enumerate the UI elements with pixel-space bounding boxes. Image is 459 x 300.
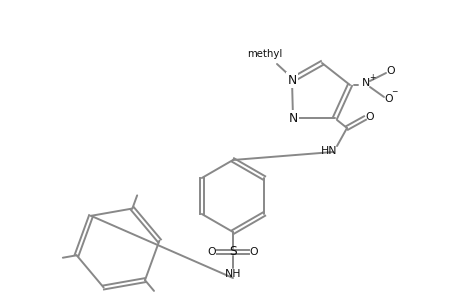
Text: S: S [229,245,236,259]
Text: O: O [207,247,216,257]
Text: NH: NH [224,269,241,279]
Text: N: N [287,74,296,86]
Text: N: N [361,78,369,88]
Text: methyl: methyl [247,49,282,59]
Text: O: O [365,112,374,122]
Text: O: O [384,94,392,104]
Text: HN: HN [320,146,336,156]
Text: +: + [368,73,375,82]
Text: −: − [390,88,396,97]
Text: N: N [288,112,297,124]
Text: O: O [249,247,258,257]
Text: O: O [386,66,394,76]
